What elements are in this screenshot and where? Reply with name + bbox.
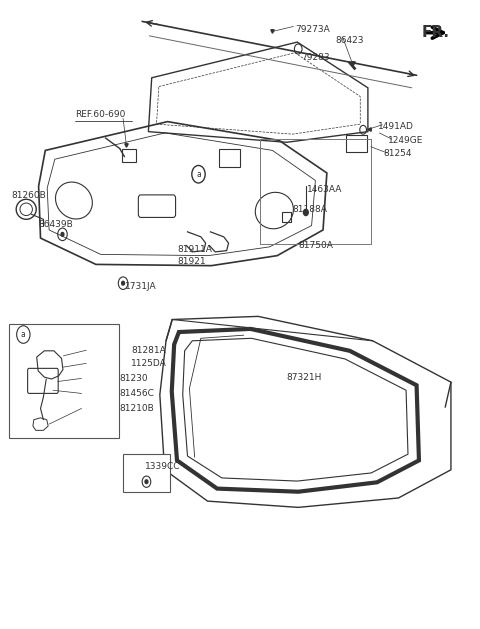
Text: 81750A: 81750A [298,241,333,250]
Text: a: a [21,330,26,339]
Circle shape [61,233,64,237]
Circle shape [303,209,308,216]
Text: 81210B: 81210B [120,404,155,413]
Circle shape [121,281,124,285]
Text: 81188A: 81188A [292,205,327,214]
FancyBboxPatch shape [9,324,119,438]
Text: REF.60-690: REF.60-690 [75,109,126,119]
Text: 81260B: 81260B [11,191,46,200]
Circle shape [145,480,148,484]
Text: 81230: 81230 [120,374,148,383]
Text: 1125DA: 1125DA [131,359,167,368]
Text: 81254: 81254 [383,149,412,158]
Text: 1731JA: 1731JA [124,282,156,291]
Text: 86423: 86423 [336,36,364,45]
Text: 81456C: 81456C [120,389,155,398]
FancyBboxPatch shape [123,454,170,492]
Text: a: a [196,170,201,179]
Text: 79283: 79283 [301,53,330,62]
Text: FR.: FR. [421,25,449,40]
Text: 87321H: 87321H [287,372,322,382]
Text: 81281A: 81281A [131,346,166,355]
Text: 81921: 81921 [177,257,205,266]
Text: 1339CC: 1339CC [144,462,180,470]
Text: 81911A: 81911A [177,245,212,255]
Text: 79273A: 79273A [295,25,330,34]
Text: 1463AA: 1463AA [307,185,342,194]
Text: 1491AD: 1491AD [378,122,414,131]
Circle shape [17,326,30,343]
Text: 86439B: 86439B [38,220,73,230]
Text: 1249GE: 1249GE [388,136,423,145]
